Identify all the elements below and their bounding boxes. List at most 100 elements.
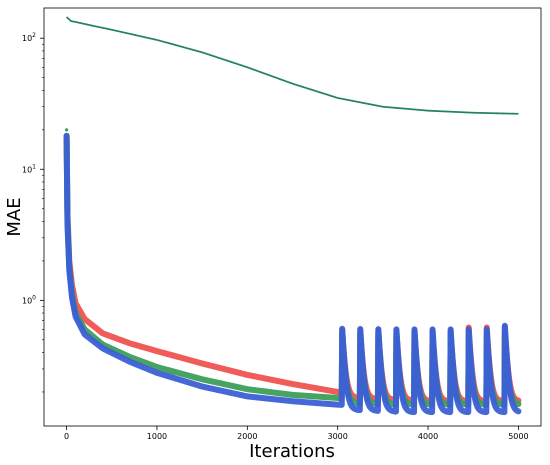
spike-marker [342, 355, 347, 360]
x-axis: 0 1000 2000 3000 4000 5000 [64, 426, 529, 441]
early-marker [64, 128, 69, 132]
early-marker [67, 265, 72, 270]
spike-marker [467, 342, 472, 346]
early-marker [70, 298, 75, 303]
early-marker [67, 257, 72, 262]
x-tick-label: 2000 [237, 432, 257, 441]
spike-marker [395, 342, 400, 346]
spike-marker [448, 327, 453, 332]
spike-marker [431, 349, 436, 353]
spike-marker [378, 355, 383, 360]
spike-marker [376, 334, 381, 339]
early-marker [68, 274, 73, 279]
spike-marker [341, 349, 346, 353]
spike-marker [360, 355, 365, 360]
x-tick-label: 0 [64, 432, 69, 441]
early-marker [64, 173, 69, 178]
early-marker [69, 294, 74, 298]
series-curve [63, 132, 522, 416]
spike-marker [377, 342, 382, 346]
spike-marker [432, 355, 437, 360]
spike-marker [430, 327, 435, 332]
spike-marker [484, 327, 489, 332]
spike-marker [502, 323, 507, 328]
y-axis-label: MAE [4, 197, 25, 236]
spike-marker [342, 361, 347, 366]
spike-marker [431, 334, 436, 339]
spike-marker [412, 327, 417, 332]
spike-marker [414, 355, 419, 360]
spike-marker [485, 342, 490, 346]
early-marker [68, 279, 73, 284]
series-0 [65, 16, 519, 115]
early-marker [69, 289, 74, 294]
spike-marker [449, 334, 454, 339]
y-axis: 102 101 100 [22, 32, 44, 393]
spike-marker [503, 331, 508, 336]
spike-marker [359, 349, 364, 353]
x-tick-label: 5000 [508, 432, 528, 441]
spike-marker [414, 361, 419, 366]
early-marker [64, 137, 69, 141]
spike-marker [449, 349, 454, 353]
spike-marker [360, 361, 365, 366]
x-tick-label: 4000 [418, 432, 438, 441]
early-marker [66, 244, 71, 249]
spike-marker [340, 327, 345, 332]
spike-marker [358, 327, 363, 332]
spike-marker [432, 361, 437, 366]
plot-layer [63, 16, 522, 416]
spike-marker [377, 349, 382, 353]
spike-marker [468, 355, 473, 360]
spike-marker [505, 358, 510, 363]
spike-marker [486, 355, 491, 360]
spike-marker [504, 345, 509, 350]
early-marker [66, 247, 71, 252]
spike-marker [467, 334, 472, 339]
spike-marker [450, 361, 455, 366]
spike-marker [466, 327, 471, 332]
series-line [66, 16, 519, 115]
spike-marker [431, 342, 436, 346]
series-line-under [65, 16, 519, 115]
spike-marker [394, 334, 399, 339]
x-tick-label: 1000 [147, 432, 167, 441]
spike-marker [468, 361, 473, 366]
early-marker [65, 234, 70, 238]
spike-marker [378, 361, 383, 366]
spike-marker [487, 361, 492, 366]
spike-marker [449, 342, 454, 346]
spike-marker [396, 361, 401, 366]
y-tick-label: 101 [22, 163, 36, 174]
y-tick-label: 102 [22, 32, 36, 43]
x-tick-label: 3000 [328, 432, 348, 441]
early-marker [66, 237, 71, 242]
x-axis-label: Iterations [249, 441, 335, 462]
plot-frame [43, 7, 542, 427]
spike-marker [341, 342, 346, 346]
early-marker [67, 270, 72, 274]
spike-marker [340, 334, 345, 339]
spike-marker [396, 355, 401, 360]
y-tick-label: 100 [22, 294, 36, 305]
spike-marker [486, 349, 491, 353]
spike-marker [503, 338, 508, 343]
spike-marker [504, 352, 509, 357]
spike-marker [468, 349, 473, 353]
spike-marker [413, 349, 418, 353]
spike-marker [485, 334, 490, 339]
spike-marker [359, 342, 364, 346]
early-marker [65, 210, 70, 215]
early-marker [68, 284, 73, 289]
spike-marker [412, 334, 417, 339]
spike-marker [376, 327, 381, 332]
spike-marker [358, 334, 363, 339]
series-3 [63, 132, 522, 416]
spike-marker [395, 349, 400, 353]
spike-marker [450, 355, 455, 360]
series-curve [63, 132, 522, 408]
spike-marker [413, 342, 418, 346]
spike-marker [394, 327, 399, 332]
